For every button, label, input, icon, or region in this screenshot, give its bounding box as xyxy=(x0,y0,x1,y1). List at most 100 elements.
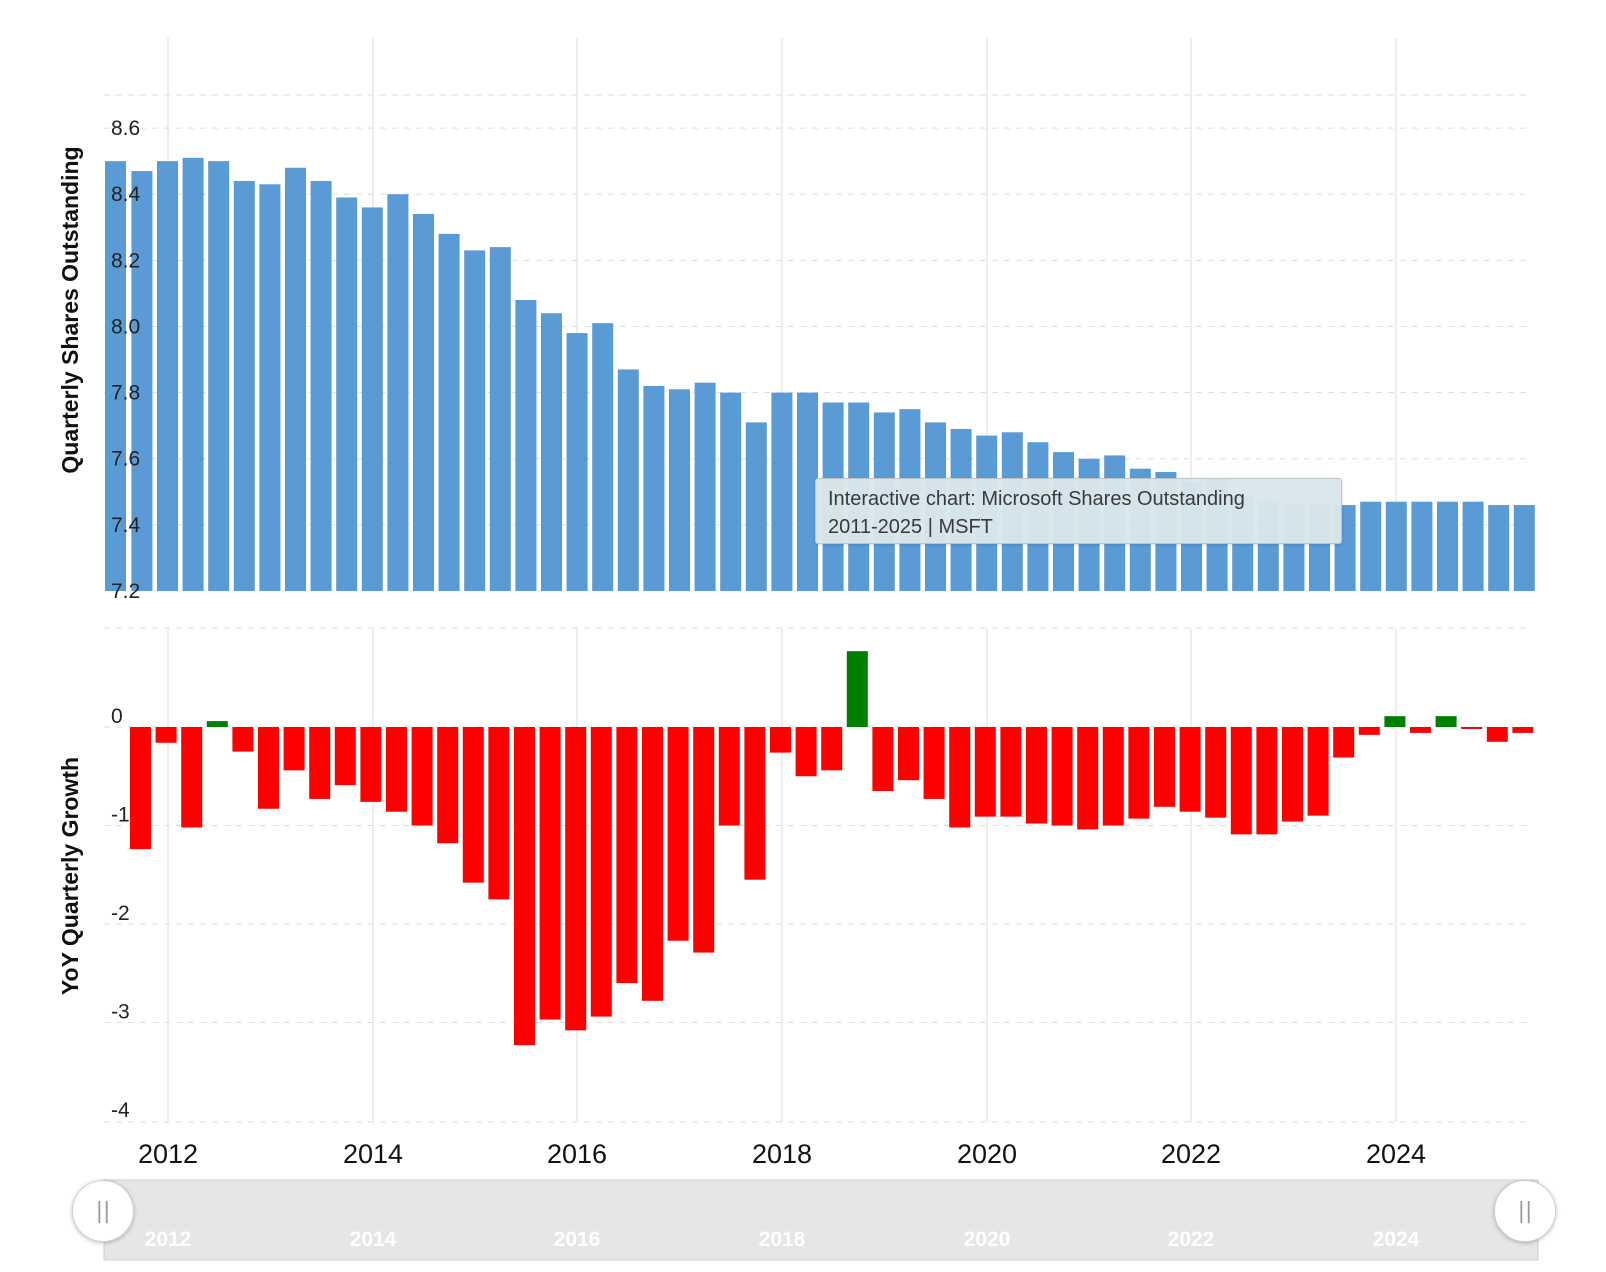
navigator-year-label: 2012 xyxy=(145,1228,192,1251)
growth-bar-negative xyxy=(949,727,971,828)
navigator-year-label: 2018 xyxy=(759,1228,806,1251)
navigator-track[interactable] xyxy=(103,1179,1539,1261)
shares-bar xyxy=(131,171,153,591)
shares-bar xyxy=(515,300,537,591)
growth-bar-negative xyxy=(155,727,177,743)
growth-bar-negative xyxy=(718,727,740,826)
shares-bar xyxy=(1513,505,1535,591)
shares-bar xyxy=(361,207,383,591)
shares-bar xyxy=(797,392,818,591)
growth-bar-positive xyxy=(1384,716,1406,727)
top-y-tick-label: 7.6 xyxy=(111,448,140,471)
shares-bar xyxy=(771,392,793,591)
growth-bar-negative xyxy=(1230,727,1252,835)
growth-bar-negative xyxy=(309,727,331,799)
growth-bar-negative xyxy=(1410,727,1431,733)
growth-bar-negative xyxy=(565,727,587,1031)
shares-bar xyxy=(694,382,716,591)
shares-bar xyxy=(592,323,614,591)
navigator-right-handle[interactable]: || xyxy=(1494,1180,1556,1242)
shares-bar xyxy=(1385,501,1407,591)
growth-bar-negative xyxy=(1307,727,1329,816)
growth-bar-negative xyxy=(923,727,945,799)
bottom-y-tick-label: 0 xyxy=(111,705,123,728)
growth-bar-negative xyxy=(360,727,382,802)
navigator-year-label: 2024 xyxy=(1373,1228,1420,1251)
shares-bar xyxy=(643,385,665,591)
growth-bar-negative xyxy=(1486,727,1508,742)
x-tick-label: 2016 xyxy=(547,1139,607,1169)
x-tick-label: 2014 xyxy=(343,1139,403,1169)
growth-bar-negative xyxy=(898,727,919,781)
growth-bar-negative xyxy=(181,727,203,828)
growth-bar-negative xyxy=(1077,727,1099,830)
grip-icon: || xyxy=(1517,1198,1533,1224)
growth-bar-negative xyxy=(539,727,561,1020)
growth-bar-negative xyxy=(616,727,638,984)
chart-tooltip: Interactive chart: Microsoft Shares Outs… xyxy=(815,478,1342,544)
growth-bar-negative xyxy=(1358,727,1380,735)
shares-bar xyxy=(669,389,690,591)
x-tick-label: 2022 xyxy=(1161,1139,1221,1169)
growth-bar-negative xyxy=(462,727,484,883)
growth-bar-negative xyxy=(1333,727,1355,758)
growth-bar-negative xyxy=(974,727,996,817)
shares-bar xyxy=(745,422,767,591)
navigator-left-handle[interactable]: || xyxy=(72,1180,134,1242)
growth-bar-negative xyxy=(1205,727,1227,818)
tooltip-line-1: Interactive chart: Microsoft Shares Outs… xyxy=(828,488,1245,510)
bottom-y-tick-label: -1 xyxy=(111,804,130,827)
growth-bar-negative xyxy=(1102,727,1124,826)
growth-bar-negative xyxy=(1051,727,1073,826)
growth-bar-negative xyxy=(437,727,459,844)
growth-bar-negative xyxy=(872,727,894,792)
growth-bar-negative xyxy=(514,727,535,1046)
shares-bar xyxy=(1488,505,1510,591)
navigator-year-label: 2016 xyxy=(554,1228,601,1251)
growth-bar-negative xyxy=(411,727,433,826)
shares-bar xyxy=(464,250,486,591)
shares-bar xyxy=(387,194,409,591)
growth-bar-negative xyxy=(744,727,766,880)
shares-bar xyxy=(720,392,742,591)
growth-bar-negative xyxy=(693,727,715,953)
tooltip-line-2: 2011-2025 | MSFT xyxy=(828,516,993,538)
shares-bar xyxy=(336,197,358,592)
growth-bar-negative xyxy=(590,727,612,1017)
growth-bar-negative xyxy=(258,727,279,809)
growth-bar-negative xyxy=(1128,727,1150,819)
bottom-y-tick-label: -4 xyxy=(111,1099,130,1122)
bottom-y-axis-label: YoY Quarterly Growth xyxy=(57,757,83,995)
shares-bar xyxy=(157,161,178,591)
growth-bar-negative xyxy=(1282,727,1303,822)
shares-bar xyxy=(1437,501,1458,591)
growth-bar-negative xyxy=(334,727,356,786)
top-y-tick-label: 8.6 xyxy=(111,117,140,140)
shares-bar xyxy=(233,180,255,591)
growth-bar-negative xyxy=(770,727,791,753)
growth-bar-positive xyxy=(206,721,228,727)
shares-bar xyxy=(1462,501,1484,591)
growth-bar-negative xyxy=(1026,727,1047,824)
growth-bar-negative xyxy=(130,727,151,850)
growth-bar-negative xyxy=(1461,727,1483,729)
top-y-tick-label: 8.0 xyxy=(111,315,140,338)
shares-bar xyxy=(1360,501,1382,591)
shares-bar xyxy=(489,247,511,591)
growth-bar-negative xyxy=(1512,727,1534,733)
top-y-tick-label: 7.4 xyxy=(111,514,141,537)
growth-bar-negative xyxy=(283,727,305,771)
growth-bar-negative xyxy=(1154,727,1175,807)
growth-bar-negative xyxy=(232,727,254,752)
shares-bar xyxy=(182,157,204,591)
shares-bar xyxy=(259,184,281,591)
shares-bar xyxy=(105,161,126,591)
growth-bar-negative xyxy=(642,727,663,1001)
growth-bar-negative xyxy=(821,727,843,771)
growth-bar-negative xyxy=(795,727,817,777)
shares-bar xyxy=(310,180,332,591)
growth-bar-negative xyxy=(488,727,510,900)
navigator-year-label: 2020 xyxy=(964,1228,1011,1251)
x-tick-label: 2018 xyxy=(752,1139,812,1169)
shares-bar xyxy=(438,233,460,591)
